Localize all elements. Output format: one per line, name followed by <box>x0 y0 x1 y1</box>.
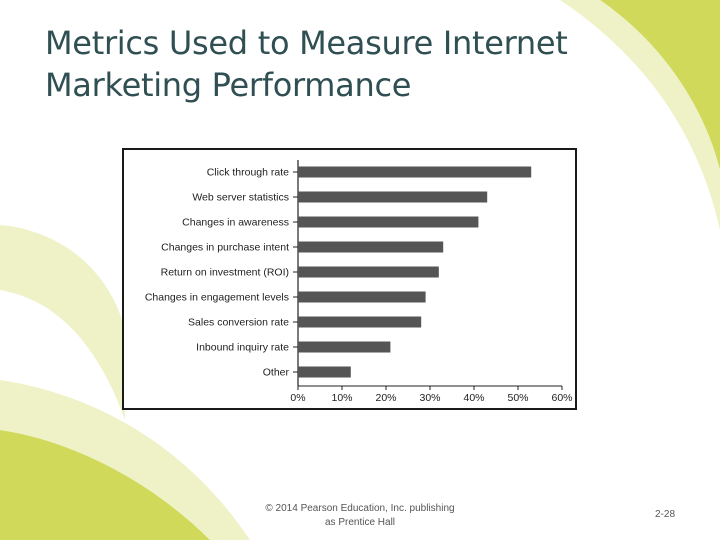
x-tick-label: 60% <box>551 392 572 404</box>
bar <box>298 191 488 203</box>
x-tick-label: 40% <box>463 392 484 404</box>
x-tick-label: 50% <box>507 392 528 404</box>
category-label: Web server statistics <box>192 192 289 204</box>
top-right-accent-swoosh <box>600 0 720 170</box>
category-label: Click through rate <box>207 167 289 179</box>
category-label: Inbound inquiry rate <box>196 342 289 354</box>
bar <box>298 241 444 253</box>
bar <box>298 291 426 303</box>
top-right-light-swoosh <box>560 0 720 230</box>
slide-title-line-2: Marketing Performance <box>45 66 412 104</box>
copyright-line-2: as Prentice Hall <box>324 517 396 528</box>
copyright-line-1: © 2014 Pearson Education, Inc. publishin… <box>265 503 455 514</box>
bar <box>298 166 532 178</box>
bar <box>298 216 479 228</box>
x-tick-label: 0% <box>290 392 305 404</box>
left-light-swoosh <box>0 225 125 420</box>
category-label: Changes in engagement levels <box>145 292 289 304</box>
bar-chart: Click through rate Web server statistics C… <box>145 160 573 404</box>
category-label: Changes in awareness <box>182 217 289 229</box>
x-tick-label: 10% <box>331 392 352 404</box>
bottom-left-accent-swoosh <box>0 430 210 540</box>
slide-title-line-1: Metrics Used to Measure Internet <box>45 24 568 62</box>
slide-number: 2-28 <box>654 509 675 520</box>
bar <box>298 266 439 278</box>
bar <box>298 341 391 353</box>
bottom-left-light-swoosh <box>0 380 250 540</box>
x-tick-label: 30% <box>419 392 440 404</box>
chart-frame: Click through rate Web server statistics C… <box>122 148 577 410</box>
footer-copyright: © 2014 Pearson Education, Inc. publishin… <box>250 502 470 530</box>
category-label: Return on investment (ROI) <box>161 267 289 279</box>
bar <box>298 366 351 378</box>
slide-title: Metrics Used to Measure Internet Marketi… <box>45 22 568 106</box>
bar <box>298 316 422 328</box>
category-label: Changes in purchase intent <box>161 242 289 254</box>
x-tick-label: 20% <box>375 392 396 404</box>
category-label: Other <box>263 367 290 379</box>
category-label: Sales conversion rate <box>188 317 289 329</box>
